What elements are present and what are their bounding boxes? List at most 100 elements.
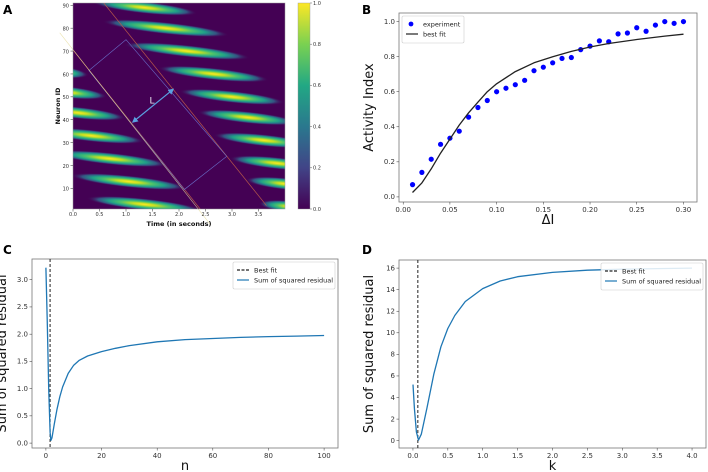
activity-band [73,105,126,121]
x-tick-label: 0.5 [442,452,453,460]
activity-band [73,127,145,144]
colorbar-tick-label: 0.4 [313,124,321,130]
x-tick-label: 1.5 [512,452,523,460]
plot-frame [31,258,339,449]
y-tick-label: 0.2 [384,158,395,166]
wave-region-rectangle [88,39,228,190]
y-tick-label: 1.5 [17,358,28,366]
data-point [465,114,472,120]
data-point [540,64,546,70]
legend: experiment best fit [401,15,465,44]
activity-band [73,173,187,191]
panel-b: B 0.00 0.05 0.10 0.15 0.20 0.25 0.30 0.0 0.2 0.4 0.… [362,3,698,228]
y-axis-label: Neuron ID [54,87,62,124]
y-tick-label: 6 [391,372,396,380]
y-tick-label: 0.5 [17,412,28,420]
data-point [643,28,649,34]
x-tick-label: 0.25 [629,206,645,214]
data-point [512,82,518,88]
legend-label: Best fit [622,267,646,275]
y-tick-label: 40 [63,118,69,124]
legend-box [401,15,465,44]
x-tick-label: 0 [44,452,48,460]
legend-label: best fit [423,30,446,38]
x-axis-label: n [181,459,189,472]
x-tick-label: 3.5 [255,212,263,218]
data-point [680,18,687,25]
legend-box [600,262,704,291]
data-point [624,30,631,36]
x-tick-label: 1.0 [477,452,488,460]
panel-letter-a: A [3,3,13,17]
y-tick-label: 3.0 [17,276,28,284]
activity-band [86,195,203,209]
x-tick-label: 2.0 [547,452,558,460]
y-axis-label: Sum of squared residual [362,275,377,433]
x-tick-label: 0.0 [407,452,418,460]
y-tick-label: 4 [391,394,396,402]
activity-band [258,199,285,209]
activity-band [123,42,251,60]
x-tick-label: 4.0 [686,452,697,460]
activity-band [73,150,169,168]
panel-c: C 0 20 40 60 80 100 0.0 0.5 1.0 1.5 2.0 2.5 3.0 n Sum o… [0,243,339,472]
data-point [634,25,640,31]
data-point [596,38,602,44]
panel-letter-b: B [362,3,371,17]
legend-marker-icon [408,21,414,27]
series-line-best-fit [412,33,684,193]
panel-letter-c: C [3,243,12,257]
y-tick-label: 1.0 [384,18,395,26]
y-tick-label: 0.6 [384,88,396,96]
data-point [494,89,500,95]
data-point [428,156,434,162]
data-point [409,182,416,188]
y-tick-label: 8 [391,351,395,359]
x-tick-label: 3.5 [652,452,663,460]
y-tick-label: 0.0 [384,193,395,201]
data-point [662,18,668,25]
heatmap [73,3,285,209]
x-tick-label: 100 [317,452,330,460]
y-tick-label: 2 [391,415,395,423]
data-point [652,22,659,28]
x-tick-label: 0.00 [395,206,411,214]
legend-label: Sum of squared residual [622,277,701,285]
y-tick-label: 14 [386,286,395,294]
x-tick-label: 0.5 [96,212,104,218]
data-point [437,141,444,147]
data-point [503,85,509,91]
data-point [484,97,490,104]
data-point [475,104,481,111]
legend-box [232,261,336,290]
panel-d: D 0.0 0.5 1.0 1.5 2.0 2.5 3.0 3.5 4.0 0 2 4 6 8 10 12 14 1… [362,243,707,472]
x-tick-label: 0.05 [442,206,458,214]
activity-band [213,132,285,149]
data-point [615,31,621,37]
activity-band [197,109,285,126]
y-tick-label: 2.5 [17,303,28,311]
series-line-sum-of-squared-residual [45,267,325,442]
legend-label: Sum of squared residual [254,276,333,284]
data-point [456,128,462,134]
x-tick-label: 2.5 [202,212,210,218]
data-point [419,169,425,175]
y-tick-label: 10 [386,329,395,337]
data-point [550,60,556,66]
y-tick-label: 0 [391,437,395,445]
y-tick-label: 12 [386,308,395,316]
y-tick-label: 20 [63,164,69,170]
x-tick-label: 20 [97,452,106,460]
x-axis-label: ΔI [542,213,555,228]
arrow-label: L [149,97,154,107]
guide-line [59,32,212,226]
legend: Best fit Sum of squared residual [600,262,704,291]
x-tick-label: 2.0 [175,212,183,218]
y-tick-label: 90 [63,4,69,10]
y-axis-label: Activity Index [362,63,377,152]
legend-label: experiment [423,20,461,28]
data-point [522,77,528,83]
y-tick-label: 50 [63,95,69,101]
y-tick-label: 16 [386,264,395,272]
